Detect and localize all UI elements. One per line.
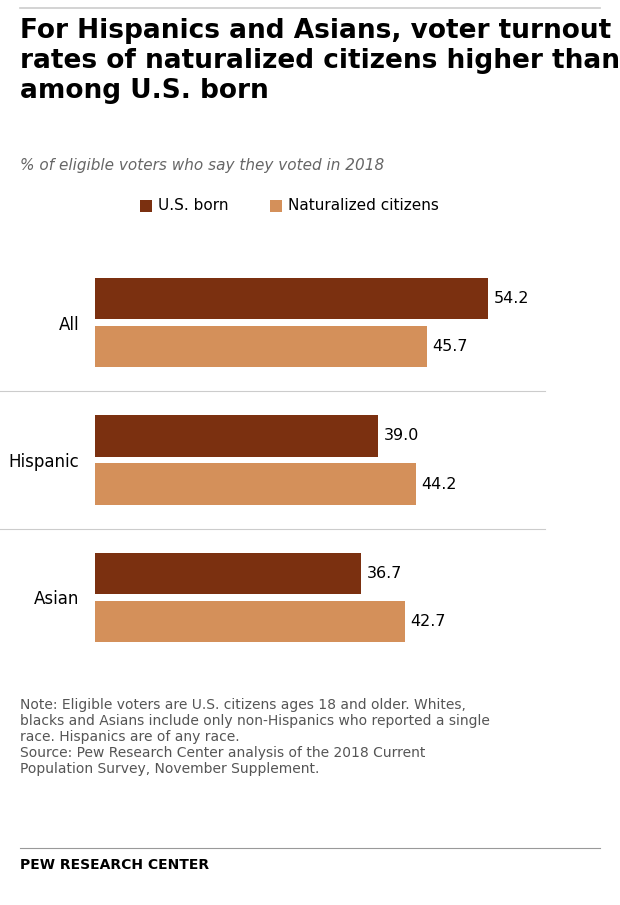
Text: Note: Eligible voters are U.S. citizens ages 18 and older. Whites,: Note: Eligible voters are U.S. citizens … [20, 698, 466, 712]
Bar [95, 553, 361, 594]
Bar [95, 278, 489, 319]
Text: U.S. born: U.S. born [158, 198, 229, 214]
Text: 54.2: 54.2 [494, 291, 529, 306]
Text: Population Survey, November Supplement.: Population Survey, November Supplement. [20, 762, 319, 776]
Text: For Hispanics and Asians, voter turnout
rates of naturalized citizens higher tha: For Hispanics and Asians, voter turnout … [20, 18, 620, 104]
Text: 42.7: 42.7 [410, 614, 446, 629]
Bar [95, 415, 378, 456]
Text: blacks and Asians include only non-Hispanics who reported a single: blacks and Asians include only non-Hispa… [20, 714, 490, 728]
Text: Naturalized citizens: Naturalized citizens [288, 198, 439, 214]
Bar [95, 601, 405, 643]
Text: 39.0: 39.0 [384, 428, 419, 443]
Bar [95, 326, 427, 367]
Text: 45.7: 45.7 [433, 339, 468, 354]
Text: PEW RESEARCH CENTER: PEW RESEARCH CENTER [20, 858, 209, 872]
Text: 44.2: 44.2 [422, 477, 457, 491]
Bar [95, 463, 416, 505]
Text: Source: Pew Research Center analysis of the 2018 Current: Source: Pew Research Center analysis of … [20, 746, 425, 760]
Text: 36.7: 36.7 [367, 566, 402, 581]
Text: % of eligible voters who say they voted in 2018: % of eligible voters who say they voted … [20, 158, 384, 173]
Text: race. Hispanics are of any race.: race. Hispanics are of any race. [20, 730, 239, 744]
